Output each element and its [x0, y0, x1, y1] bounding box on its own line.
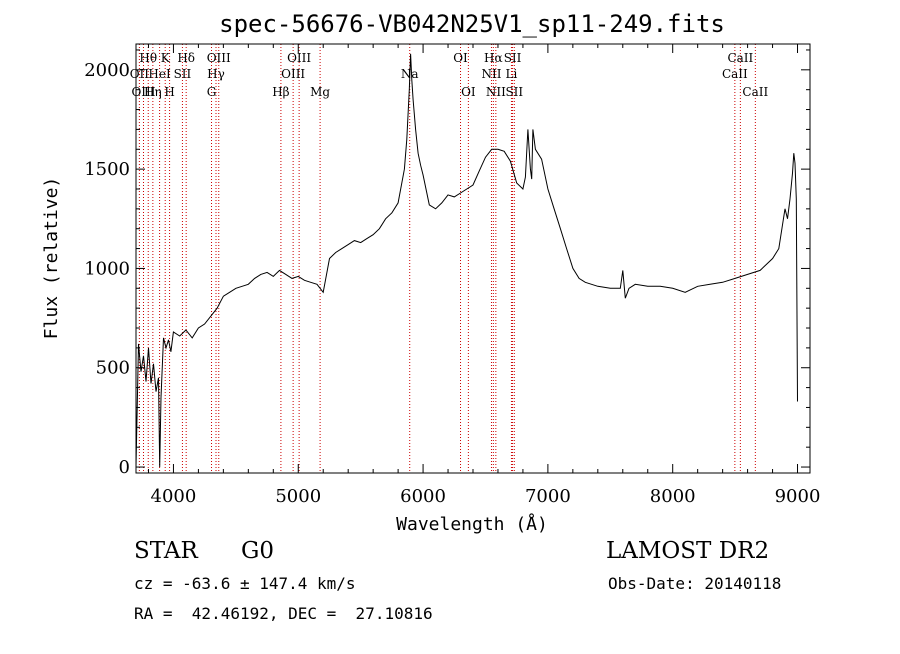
spectral-line-label: SII: [174, 67, 192, 81]
y-tick-label: 1000: [84, 258, 130, 279]
sky-coordinates: RA = 42.46192, DEC = 27.10816: [134, 604, 433, 623]
y-tick-label: 500: [96, 358, 130, 379]
x-tick-label: 8000: [650, 486, 696, 507]
spectral-line-label: H: [164, 85, 174, 99]
object-class: STAR: [134, 538, 198, 564]
spectral-line-label: Hδ: [177, 51, 195, 65]
spectral-line-label: OI: [453, 51, 468, 65]
object-subclass: G0: [241, 538, 275, 564]
spectral-line-label: NII: [481, 67, 501, 81]
spectral-line-label: SII: [505, 85, 523, 99]
spectrum-series-line: [135, 53, 798, 468]
x-tick-label: 7000: [525, 486, 571, 507]
spectral-line-label: OIII: [207, 51, 231, 65]
spectral-line-label: CaII: [727, 51, 753, 65]
y-tick-label: 1500: [84, 159, 130, 180]
x-tick-label: 4000: [151, 486, 197, 507]
spectral-line-label: CaII: [742, 85, 768, 99]
survey-name: LAMOST DR2: [606, 538, 770, 564]
x-tick-label: 9000: [775, 486, 821, 507]
spectral-line-label: OIII: [131, 85, 155, 99]
spectral-line-label: OII: [130, 67, 150, 81]
spectral-line-label: Hα: [484, 51, 503, 65]
spectral-line-label: Li: [506, 67, 518, 81]
spectral-line-label: OI: [461, 85, 476, 99]
spectral-line-label: Hβ: [272, 85, 289, 99]
x-axis-ticks: 4000 5000 6000 7000 8000 9000: [147, 44, 821, 507]
spectral-line-label: K: [161, 51, 171, 65]
spectral-line-label: HeI: [148, 67, 171, 81]
y-axis-label: Flux (relative): [41, 177, 62, 340]
y-tick-label: 2000: [84, 60, 130, 81]
spectral-line-label: Hη: [144, 85, 162, 99]
x-axis-label: Wavelength (Å): [396, 513, 548, 535]
chart-title: spec-56676-VB042N25V1_sp11-249.fits: [219, 10, 725, 38]
spectral-line-label: Hθ: [139, 51, 157, 65]
observation-date: Obs-Date: 20140118: [608, 574, 782, 593]
spectral-line-label: OIII: [281, 67, 305, 81]
spectral-line-label: NII: [486, 85, 506, 99]
redshift-velocity: cz = -63.6 ± 147.4 km/s: [134, 574, 356, 593]
x-tick-label: 6000: [400, 486, 446, 507]
spectral-line-markers: [138, 44, 756, 473]
spectral-line-label: OIII: [287, 51, 311, 65]
spectral-line-label: Mg: [310, 85, 330, 99]
spectral-line-label: G: [207, 85, 217, 99]
plot-frame: [135, 43, 811, 474]
y-axis-ticks: 0 500 1000 1500 2000: [84, 49, 810, 478]
x-tick-label: 5000: [275, 486, 321, 507]
spectral-line-label: SII: [504, 51, 522, 65]
y-tick-label: 0: [119, 457, 130, 478]
spectral-line-label: Hγ: [207, 67, 225, 81]
spectral-line-label: CaII: [722, 67, 748, 81]
